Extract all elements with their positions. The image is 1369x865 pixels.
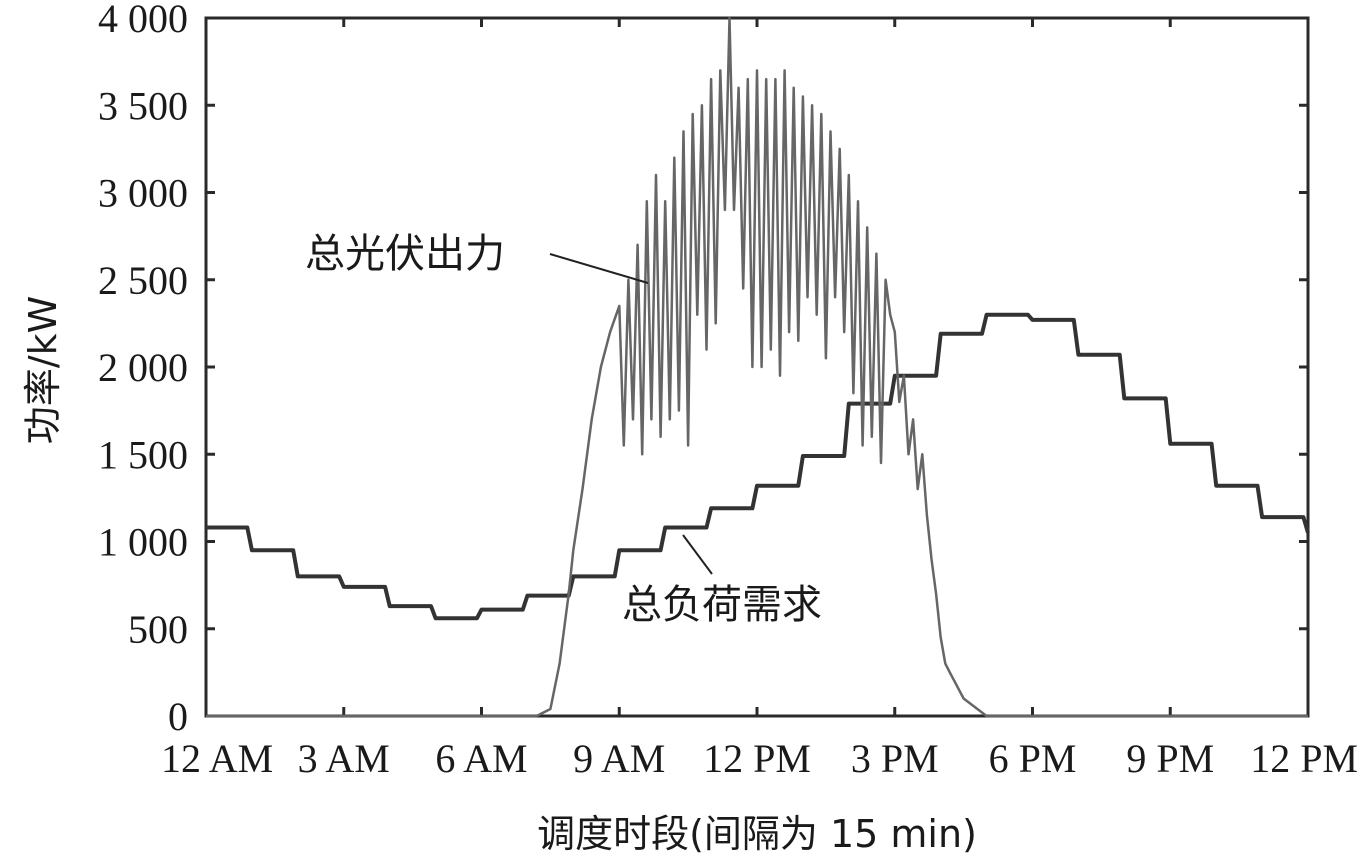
- pv-annotation-label: 总光伏出力: [305, 231, 505, 277]
- y-tick-label: 3 500: [98, 83, 188, 128]
- x-tick-label: 6 AM: [435, 736, 527, 781]
- y-tick-label: 2 000: [98, 345, 188, 390]
- y-tick-label: 2 500: [98, 258, 188, 303]
- y-axis-title: 功率/kW: [21, 296, 65, 444]
- x-tick-label: 12 PM: [1250, 736, 1358, 781]
- x-tick-label: 3 PM: [851, 736, 939, 781]
- pv-annotation-leader: [549, 253, 649, 284]
- y-tick-label: 4 000: [98, 0, 188, 41]
- series-layer: [206, 16, 1310, 718]
- x-tick-label: 3 AM: [298, 736, 390, 781]
- y-tick-label: 0: [168, 694, 188, 739]
- y-tick-label: 3 000: [98, 171, 188, 216]
- y-tick-label: 1 000: [98, 520, 188, 565]
- load-annotation-label: 总负荷需求: [622, 582, 822, 628]
- x-tick-label: 6 PM: [989, 736, 1077, 781]
- x-tick-label: 9 AM: [573, 736, 665, 781]
- load-annotation-leader: [682, 534, 713, 575]
- annotation-layer: 总光伏出力 总负荷需求: [305, 231, 822, 628]
- y-tick-label: 1 500: [98, 432, 188, 477]
- x-tick-label: 9 PM: [1126, 736, 1214, 781]
- x-axis-ticks: 12 AM 3 AM 6 AM 9 AM 12 PM 3 PM 6 PM 9 PM 12 PM: [161, 18, 1358, 781]
- y-axis-ticks: 0 500 1 000 1 500 2 000 2 500 3 000 3 500 4 000: [98, 0, 1308, 739]
- x-tick-label: 12 PM: [703, 736, 811, 781]
- x-tick-label: 12 AM: [161, 736, 273, 781]
- load-demand-line: [206, 312, 1310, 621]
- y-tick-label: 500: [128, 607, 188, 652]
- pv-output-line: [206, 16, 1308, 718]
- x-axis-title: 调度时段(间隔为 15 min): [537, 812, 977, 856]
